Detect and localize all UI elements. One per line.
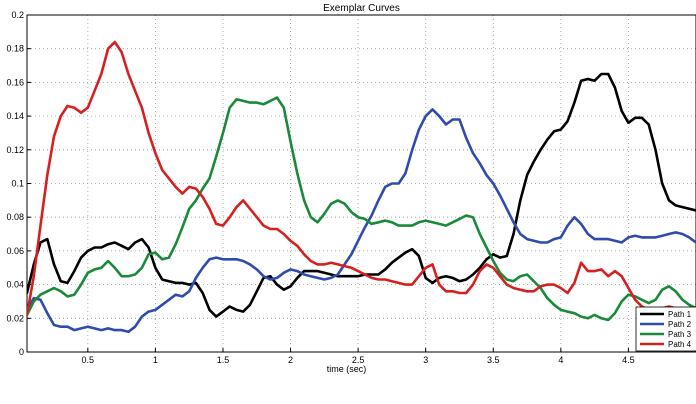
grid bbox=[27, 15, 696, 352]
y-tick-label: 0.02 bbox=[6, 313, 24, 323]
legend-label-4: Path 4 bbox=[668, 340, 692, 349]
y-tick-label: 0.14 bbox=[6, 111, 24, 121]
series-line-4 bbox=[27, 40, 696, 317]
x-tick-label: 1.5 bbox=[217, 355, 230, 365]
y-tick-label: 0.18 bbox=[6, 44, 24, 54]
series-line-3 bbox=[27, 96, 696, 322]
x-tick-label: 0.5 bbox=[82, 355, 95, 365]
legend-label-2: Path 2 bbox=[668, 320, 692, 329]
y-tick-label: 0.08 bbox=[6, 212, 24, 222]
y-tick-label: 0.04 bbox=[6, 280, 24, 290]
x-tick-label: 4.5 bbox=[622, 355, 635, 365]
x-tick-label: 1 bbox=[153, 355, 158, 365]
y-tick-label: 0.2 bbox=[11, 10, 24, 20]
x-tick-label: 2.5 bbox=[352, 355, 365, 365]
y-tick-label: 0.12 bbox=[6, 145, 24, 155]
x-tick-label: 3 bbox=[423, 355, 428, 365]
y-tick-label: 0.16 bbox=[6, 77, 24, 87]
y-tick-label: 0 bbox=[19, 347, 24, 357]
y-tick-label: 0.06 bbox=[6, 246, 24, 256]
x-tick-label: 2 bbox=[288, 355, 293, 365]
chart-title: Exemplar Curves bbox=[323, 3, 400, 14]
series-lines bbox=[27, 40, 696, 334]
x-axis-label: time (sec) bbox=[327, 364, 367, 374]
x-tick-label: 4 bbox=[558, 355, 563, 365]
legend-label-1: Path 1 bbox=[668, 310, 692, 319]
axis-ticks: 0.5 1 1.5 2 2.5 3 3.5 4 4.5 0 0.02 0.04 0.06 0.08 0.1 0… bbox=[6, 10, 634, 365]
series-line-1 bbox=[27, 72, 696, 318]
x-tick-label: 3.5 bbox=[487, 355, 500, 365]
y-tick-label: 0.1 bbox=[11, 179, 24, 189]
legend-label-3: Path 3 bbox=[668, 330, 692, 339]
series-line-2 bbox=[27, 108, 696, 334]
